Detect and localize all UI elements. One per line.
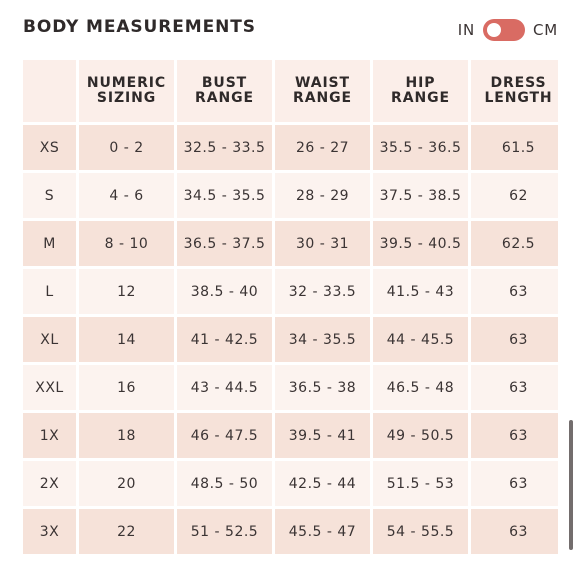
cell-size: L	[23, 269, 76, 314]
cell-length: 63	[471, 365, 558, 410]
column-header-length: DRESS LENGTH	[471, 60, 558, 122]
table-row: XS 0 - 2 32.5 - 33.5 26 - 27 35.5 - 36.5 61.5	[23, 125, 558, 170]
column-header-waist: WAIST RANGE	[275, 60, 370, 122]
cell-hip: 46.5 - 48	[373, 365, 468, 410]
scrollbar[interactable]	[569, 420, 573, 550]
unit-label-cm[interactable]: CM	[532, 21, 558, 39]
cell-size: S	[23, 173, 76, 218]
cell-bust: 46 - 47.5	[177, 413, 272, 458]
cell-waist: 30 - 31	[275, 221, 370, 266]
cell-bust: 51 - 52.5	[177, 509, 272, 554]
cell-size: 3X	[23, 509, 76, 554]
cell-hip: 51.5 - 53	[373, 461, 468, 506]
cell-size: XL	[23, 317, 76, 362]
cell-numeric: 22	[79, 509, 174, 554]
cell-hip: 39.5 - 40.5	[373, 221, 468, 266]
cell-bust: 36.5 - 37.5	[177, 221, 272, 266]
cell-bust: 48.5 - 50	[177, 461, 272, 506]
table-row: XXL 16 43 - 44.5 36.5 - 38 46.5 - 48 63	[23, 365, 558, 410]
cell-length: 62	[471, 173, 558, 218]
cell-waist: 34 - 35.5	[275, 317, 370, 362]
cell-waist: 45.5 - 47	[275, 509, 370, 554]
cell-bust: 32.5 - 33.5	[177, 125, 272, 170]
page-title: BODY MEASUREMENTS	[23, 17, 256, 37]
cell-size: 1X	[23, 413, 76, 458]
cell-waist: 28 - 29	[275, 173, 370, 218]
cell-length: 62.5	[471, 221, 558, 266]
switch-knob[interactable]	[486, 23, 501, 37]
cell-bust: 38.5 - 40	[177, 269, 272, 314]
cell-waist: 42.5 - 44	[275, 461, 370, 506]
column-header-hip: HIP RANGE	[373, 60, 468, 122]
size-table: NUMERIC SIZING BUST RANGE WAIST RANGE HI…	[23, 60, 558, 557]
column-header-bust: BUST RANGE	[177, 60, 272, 122]
cell-hip: 44 - 45.5	[373, 317, 468, 362]
cell-bust: 41 - 42.5	[177, 317, 272, 362]
unit-switch[interactable]	[482, 19, 525, 41]
table-row: XL 14 41 - 42.5 34 - 35.5 44 - 45.5 63	[23, 317, 558, 362]
table-body: XS 0 - 2 32.5 - 33.5 26 - 27 35.5 - 36.5 61.5…	[23, 125, 558, 554]
cell-numeric: 18	[79, 413, 174, 458]
cell-length: 61.5	[471, 125, 558, 170]
cell-hip: 49 - 50.5	[373, 413, 468, 458]
column-header-numeric: NUMERIC SIZING	[79, 60, 174, 122]
cell-bust: 34.5 - 35.5	[177, 173, 272, 218]
page-header: BODY MEASUREMENTS IN CM	[23, 13, 558, 47]
cell-hip: 35.5 - 36.5	[373, 125, 468, 170]
cell-length: 63	[471, 509, 558, 554]
table-row: 2X 20 48.5 - 50 42.5 - 44 51.5 - 53 63	[23, 461, 558, 506]
unit-toggle[interactable]: IN CM	[458, 16, 558, 44]
cell-waist: 36.5 - 38	[275, 365, 370, 410]
column-header-size	[23, 60, 76, 122]
cell-length: 63	[471, 317, 558, 362]
cell-waist: 39.5 - 41	[275, 413, 370, 458]
cell-numeric: 20	[79, 461, 174, 506]
cell-waist: 32 - 33.5	[275, 269, 370, 314]
cell-numeric: 16	[79, 365, 174, 410]
unit-label-in[interactable]: IN	[457, 21, 475, 39]
cell-numeric: 12	[79, 269, 174, 314]
cell-length: 63	[471, 461, 558, 506]
cell-waist: 26 - 27	[275, 125, 370, 170]
cell-size: XS	[23, 125, 76, 170]
cell-length: 63	[471, 269, 558, 314]
table-header-row: NUMERIC SIZING BUST RANGE WAIST RANGE HI…	[23, 60, 558, 122]
cell-bust: 43 - 44.5	[177, 365, 272, 410]
cell-hip: 37.5 - 38.5	[373, 173, 468, 218]
table-row: 1X 18 46 - 47.5 39.5 - 41 49 - 50.5 63	[23, 413, 558, 458]
cell-size: M	[23, 221, 76, 266]
cell-numeric: 4 - 6	[79, 173, 174, 218]
cell-size: XXL	[23, 365, 76, 410]
table-row: 3X 22 51 - 52.5 45.5 - 47 54 - 55.5 63	[23, 509, 558, 554]
size-chart: NUMERIC SIZING BUST RANGE WAIST RANGE HI…	[23, 60, 558, 563]
cell-hip: 41.5 - 43	[373, 269, 468, 314]
cell-numeric: 8 - 10	[79, 221, 174, 266]
cell-numeric: 0 - 2	[79, 125, 174, 170]
cell-length: 63	[471, 413, 558, 458]
table-row: L 12 38.5 - 40 32 - 33.5 41.5 - 43 63	[23, 269, 558, 314]
cell-size: 2X	[23, 461, 76, 506]
cell-hip: 54 - 55.5	[373, 509, 468, 554]
cell-numeric: 14	[79, 317, 174, 362]
